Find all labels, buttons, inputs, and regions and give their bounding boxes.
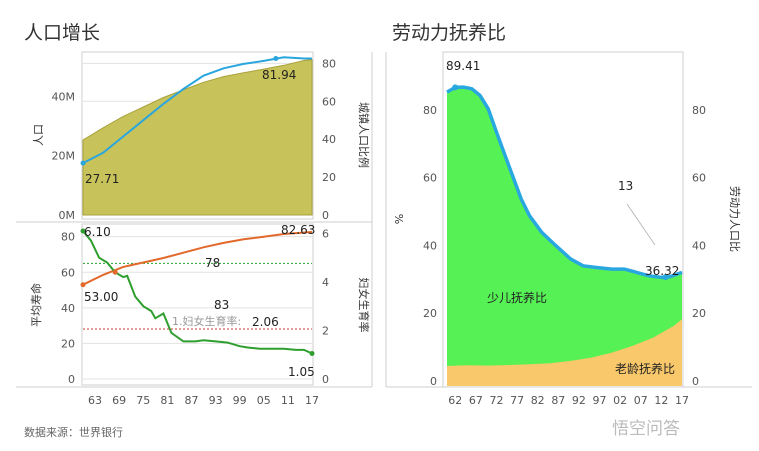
fertility-y-tick: 6 xyxy=(322,227,329,240)
watermark-logo: 悟空问答 xyxy=(612,419,680,439)
urban-ratio-axis-label: 城镇人口比例 xyxy=(357,102,371,168)
lifespan-x-tick: 93 xyxy=(209,394,223,407)
right-chart-title: 劳动力抚养比 xyxy=(392,22,507,44)
fertility-mid-point xyxy=(112,269,118,275)
lifespan-y-tick: 80 xyxy=(61,231,75,244)
life-ref-value-label: 83 xyxy=(214,298,229,312)
fertility-axis-label: 妇女生育率 xyxy=(357,278,371,333)
population-panel-frame xyxy=(81,51,314,220)
population-peak-point xyxy=(273,56,279,62)
fertility-start-point xyxy=(80,228,86,234)
population-y-tick: 40M xyxy=(52,90,76,103)
annotation-leader-line xyxy=(626,203,656,246)
life-end-label: 82.63 xyxy=(281,223,315,237)
dependency-x-tick: 62 xyxy=(448,394,462,407)
dependency-y-axis-label: % xyxy=(393,214,406,224)
labor-ratio-y-tick: 60 xyxy=(692,172,706,185)
fertility-end-point xyxy=(309,351,315,357)
lifespan-x-tick: 87 xyxy=(184,394,198,407)
dependency-peak-point xyxy=(452,84,459,91)
urban-ratio-y-tick: 60 xyxy=(322,95,336,108)
urban-ratio-y-tick: 40 xyxy=(322,133,336,146)
labor-ratio-axis-label: 劳动力人口比 xyxy=(728,186,741,252)
dependency-x-tick: 87 xyxy=(551,394,565,407)
lifespan-x-tick: 05 xyxy=(257,394,271,407)
dependency-x-tick: 72 xyxy=(489,394,503,407)
dependency-y-tick: 20 xyxy=(423,307,437,320)
lifespan-x-tick: 75 xyxy=(136,394,150,407)
dependency-x-tick: 82 xyxy=(531,394,545,407)
urban-ratio-end-label: 81.94 xyxy=(262,68,296,82)
fertility-reference-label: 2.06 xyxy=(252,315,279,329)
dependency-y-tick: 80 xyxy=(423,104,437,117)
population-y-axis-label: 人口 xyxy=(32,124,45,146)
dependency-y-tick: 0 xyxy=(430,375,437,388)
lifespan-y-tick: 20 xyxy=(61,337,75,350)
fertility-y-tick: 2 xyxy=(322,324,329,337)
population-y-tick: 0M xyxy=(59,209,76,222)
lifespan-x-tick: 69 xyxy=(112,394,126,407)
lifespan-panel-frame xyxy=(81,223,314,386)
life-expectancy-line xyxy=(82,231,313,286)
urban-ratio-y-tick: 0 xyxy=(322,209,329,222)
lifespan-y-tick: 0 xyxy=(68,373,75,386)
labor-ratio-y-tick: 40 xyxy=(692,239,706,252)
fertility-reference-annotation: 1.妇女生育率: xyxy=(172,314,241,328)
labor-ratio-y-tick: 0 xyxy=(692,375,699,388)
dependency-annotation-label: 13 xyxy=(618,179,633,193)
dependency-x-tick: 77 xyxy=(510,394,524,407)
fertility-y-tick: 0 xyxy=(322,373,329,386)
dependency-peak-label: 89.41 xyxy=(446,59,480,73)
dependency-x-tick: 97 xyxy=(593,394,607,407)
dependency-x-tick: 17 xyxy=(675,394,689,407)
lifespan-x-tick: 99 xyxy=(233,394,247,407)
dependency-x-tick: 92 xyxy=(572,394,586,407)
labor-ratio-y-tick: 80 xyxy=(692,104,706,117)
urban-ratio-y-tick: 20 xyxy=(322,171,336,184)
population-start-label: 27.71 xyxy=(85,172,119,186)
left-chart-title: 人口增长 xyxy=(24,22,101,44)
lifespan-y-tick: 60 xyxy=(61,266,75,279)
lifespan-x-tick: 17 xyxy=(305,394,319,407)
fertility-y-tick: 4 xyxy=(322,276,329,289)
dependency-x-tick: 12 xyxy=(654,394,668,407)
elderly-dependency-label: 老龄抚养比 xyxy=(615,361,675,376)
dependency-min-label: 36.32 xyxy=(645,264,679,278)
lifespan-y-tick: 40 xyxy=(61,302,75,315)
life-start-label: 53.00 xyxy=(84,290,118,304)
urban-ratio-area xyxy=(82,59,313,216)
dependency-x-tick: 67 xyxy=(469,394,483,407)
labor-ratio-y-tick: 20 xyxy=(692,307,706,320)
population-start-point xyxy=(80,160,86,166)
life-start-point xyxy=(80,282,86,288)
child-dependency-label: 少儿抚养比 xyxy=(487,290,547,305)
lifespan-reference-label: 78 xyxy=(205,256,220,270)
lifespan-x-tick: 81 xyxy=(160,394,174,407)
total-dependency-line xyxy=(446,85,683,280)
dependency-y-tick: 40 xyxy=(423,239,437,252)
dependency-min-point xyxy=(662,274,669,281)
lifespan-x-tick: 63 xyxy=(88,394,102,407)
fertility-start-label: 6.10 xyxy=(84,225,111,239)
urban-ratio-y-tick: 80 xyxy=(322,57,336,70)
dependency-y-tick: 60 xyxy=(423,172,437,185)
dependency-x-tick: 07 xyxy=(634,394,648,407)
lifespan-x-tick: 11 xyxy=(281,394,295,407)
life-expectancy-axis-label: 平均寿命 xyxy=(29,283,43,327)
population-line xyxy=(82,56,312,164)
elderly-dependency-area xyxy=(447,319,682,386)
dependency-x-tick: 02 xyxy=(613,394,627,407)
fertility-end-label: 1.05 xyxy=(288,365,315,379)
population-y-tick: 20M xyxy=(52,150,76,163)
data-source-note: 数据来源：世界银行 xyxy=(24,426,123,439)
